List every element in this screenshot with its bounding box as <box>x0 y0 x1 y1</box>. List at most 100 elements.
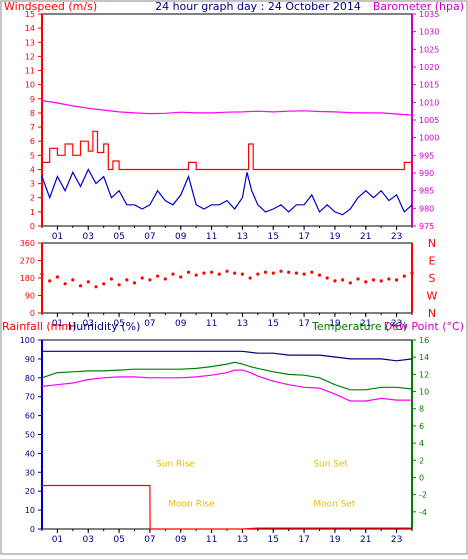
x-tick-label: 05 <box>113 232 124 242</box>
compass-label: N <box>428 237 436 250</box>
wind-direction-point <box>148 278 152 282</box>
wind-direction-point <box>48 279 52 283</box>
temperature-axis-label: Temperature (°C) <box>311 320 407 333</box>
humidity-line <box>42 350 413 362</box>
left-y-tick-label: 50 <box>25 431 35 440</box>
wind-direction-point <box>333 279 337 283</box>
right-y-tick-label: 1035 <box>419 10 439 19</box>
wind-direction-point <box>356 277 360 281</box>
left-y-tick-label: 2 <box>30 194 35 203</box>
x-tick-label: 21 <box>360 232 371 242</box>
wind-right-axis-label: Barometer (hpa) <box>373 0 464 13</box>
right-y-tick-label: 4 <box>419 439 424 448</box>
left-y-tick-label: 9 <box>30 95 35 104</box>
x-tick-label: 23 <box>391 232 402 242</box>
left-y-tick-label: 8 <box>30 109 35 118</box>
x-tick-label: 05 <box>113 535 124 545</box>
wind-direction-point <box>217 272 221 276</box>
wind-direction-point <box>109 277 113 281</box>
left-y-tick-label: 270 <box>20 257 35 266</box>
wind-direction-point <box>179 275 183 279</box>
right-y-tick-label: 1010 <box>419 98 439 107</box>
dewpoint-axis-label: Dew Point (°C) <box>384 320 464 333</box>
right-y-tick-label: 1005 <box>419 116 439 125</box>
wind-direction-point <box>256 272 260 276</box>
left-y-tick-label: 90 <box>25 355 35 364</box>
left-y-tick-label: 0 <box>30 525 35 534</box>
wind-direction-point <box>117 283 121 287</box>
left-y-tick-label: 40 <box>25 449 35 458</box>
right-y-tick-label: 10 <box>419 388 429 397</box>
right-y-tick-label: 16 <box>419 336 429 345</box>
left-y-tick-label: 5 <box>30 151 35 160</box>
wind-direction-point <box>78 284 83 288</box>
rain-axis-label: Rainfall (mm) <box>2 320 76 333</box>
wind-direction-point <box>271 271 275 275</box>
left-y-tick-label: 180 <box>20 274 35 283</box>
sun-moon-annotation: Sun Rise <box>156 460 195 470</box>
x-tick-label: 13 <box>237 535 248 545</box>
wind-direction-point <box>233 271 237 275</box>
plot-frame <box>41 339 413 530</box>
wind-speed-line <box>41 168 413 216</box>
wind-barometer-chart: 01 03 05 07 09 11 13 15 17 19 21 230123456789101112… <box>25 10 440 242</box>
sun-moon-annotation: Moon Rise <box>168 499 215 509</box>
right-y-tick-label: 1020 <box>419 63 439 72</box>
right-y-tick-label: 0 <box>419 473 424 482</box>
left-y-tick-label: 1 <box>30 208 35 217</box>
compass-label: W <box>427 290 438 303</box>
rain-humidity-temp-chart: 01 03 05 07 09 11 13 15 17 19 21 230102030405060708… <box>20 336 429 545</box>
left-y-tick-label: 12 <box>25 52 35 61</box>
left-y-tick-label: 0 <box>30 309 35 318</box>
left-y-tick-label: 6 <box>30 137 35 146</box>
left-y-tick-label: 10 <box>25 81 35 90</box>
x-tick-label: 03 <box>83 319 94 329</box>
wind-direction-point <box>63 282 67 286</box>
x-tick-label: 09 <box>175 535 187 545</box>
wind-direction-point <box>86 280 90 284</box>
left-y-tick-label: 80 <box>25 374 35 383</box>
compass-label: N <box>428 307 436 320</box>
left-y-tick-label: 13 <box>25 38 35 47</box>
compass-label: E <box>429 255 436 268</box>
left-y-tick-label: 90 <box>25 292 35 301</box>
wind-direction-point <box>325 276 329 280</box>
rainfall-line <box>42 484 412 530</box>
x-tick-label: 09 <box>175 232 187 242</box>
left-y-tick-label: 10 <box>25 506 35 515</box>
x-tick-label: 23 <box>391 535 402 545</box>
wind-direction-point <box>387 277 391 281</box>
left-y-tick-label: 11 <box>25 67 35 76</box>
humidity-axis-label: Humidity (%) <box>68 320 140 333</box>
wind-direction-point <box>395 278 399 282</box>
wind-direction-point <box>364 280 368 284</box>
wind-direction-point <box>171 272 175 276</box>
wind-direction-point <box>55 275 60 279</box>
wind-direction-point <box>94 285 98 289</box>
wind-direction-point <box>302 272 306 276</box>
wind-direction-point <box>348 281 352 285</box>
right-y-tick-label: 1030 <box>419 28 439 37</box>
left-y-tick-label: 60 <box>25 412 35 421</box>
left-y-tick-label: 4 <box>30 165 35 174</box>
wind-direction-point <box>132 281 137 285</box>
x-tick-label: 19 <box>329 232 341 242</box>
wind-gust-line <box>42 130 413 171</box>
right-y-tick-label: 975 <box>419 222 434 231</box>
wind-direction-point <box>310 270 314 274</box>
right-y-tick-label: 14 <box>419 353 429 362</box>
wind-direction-point <box>402 274 406 278</box>
wind-direction-point <box>371 278 376 282</box>
x-tick-label: 11 <box>206 535 217 545</box>
x-tick-label: 13 <box>237 319 248 329</box>
x-tick-label: 17 <box>298 535 309 545</box>
x-tick-label: 23 <box>391 319 402 329</box>
wind-direction-point <box>240 272 244 276</box>
x-tick-label: 13 <box>237 232 248 242</box>
wind-direction-point <box>40 272 44 276</box>
wind-direction-point <box>279 269 283 273</box>
wind-direction-point <box>410 271 414 275</box>
wind-direction-point <box>125 278 129 282</box>
x-tick-label: 01 <box>52 232 63 242</box>
